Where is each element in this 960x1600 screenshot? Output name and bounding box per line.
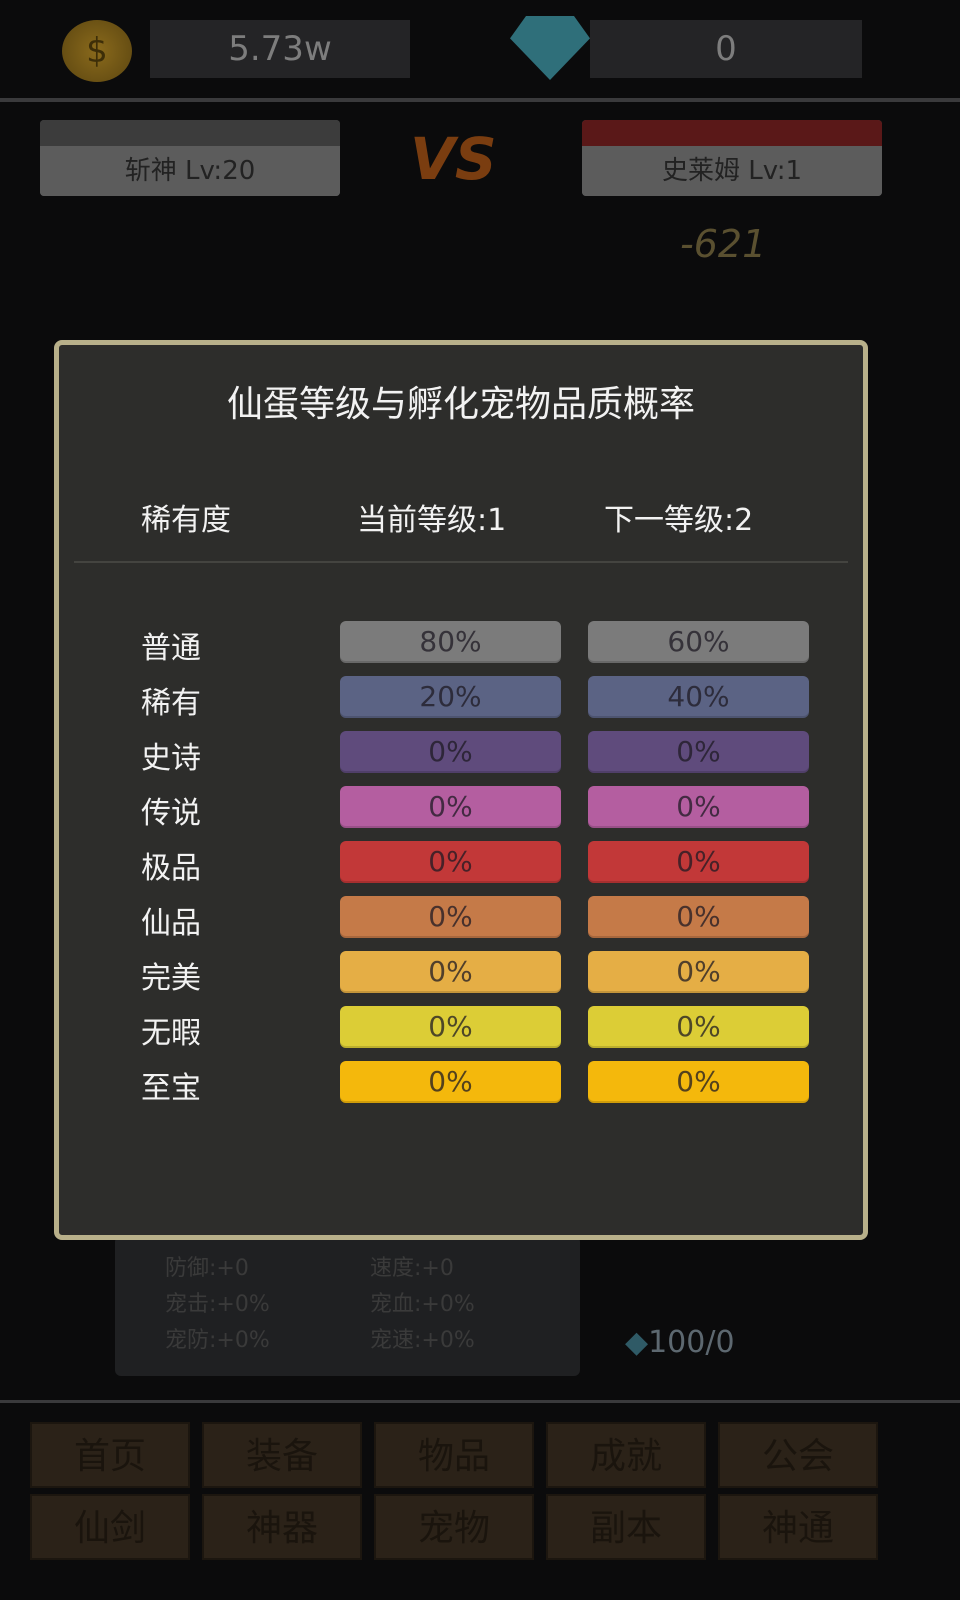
rarity-label: 稀有 [141,686,201,721]
rarity-label: 极品 [141,851,201,886]
stat: 宠速:+0% [370,1328,475,1353]
enemy-name: 史莱姆 Lv:1 [582,146,882,196]
nav-immortal-sword[interactable]: 仙剑 [30,1494,190,1560]
divider [74,561,848,563]
next-probability: 0% [588,896,809,938]
current-probability: 0% [340,1006,561,1048]
nav-artifact[interactable]: 神器 [202,1494,362,1560]
current-probability: 0% [340,786,561,828]
damage-number: -621 [680,222,767,266]
current-probability: 0% [340,951,561,993]
next-probability: 0% [588,731,809,773]
rarity-label: 传说 [141,796,201,831]
vs-label: VS [410,125,497,193]
rarity-label: 史诗 [141,741,201,776]
next-probability: 0% [588,786,809,828]
stat: 宠防:+0% [165,1328,270,1353]
rarity-row: 至宝 0% 0% [59,1061,863,1106]
gold-amount: 5.73w [150,20,410,78]
rarity-label: 普通 [141,631,201,666]
rarity-row: 无暇 0% 0% [59,1006,863,1051]
diamond-icon: ◆ [625,1325,649,1360]
divider [0,1400,960,1403]
next-probability: 0% [588,1006,809,1048]
stat: 宠击:+0% [165,1292,270,1317]
current-probability: 20% [340,676,561,718]
next-probability: 60% [588,621,809,663]
stat: 速度:+0 [370,1256,454,1281]
nav-powers[interactable]: 神通 [718,1494,878,1560]
header-rarity: 稀有度 [141,503,231,538]
header-current-level: 当前等级:1 [357,503,507,538]
rarity-row: 普通 80% 60% [59,621,863,666]
current-probability: 0% [340,731,561,773]
egg-probability-dialog[interactable]: 仙蛋等级与孵化宠物品质概率 稀有度 当前等级:1 下一等级:2 普通 80% 6… [54,340,868,1240]
dialog-title: 仙蛋等级与孵化宠物品质概率 [226,384,695,425]
nav-pets[interactable]: 宠物 [374,1494,534,1560]
rarity-row: 传说 0% 0% [59,786,863,831]
nav-achievements[interactable]: 成就 [546,1422,706,1488]
diamond-amount: 0 [590,20,862,78]
rarity-label: 仙品 [141,906,201,941]
stat: 防御:+0 [165,1256,249,1281]
rarity-row: 完美 0% 0% [59,951,863,996]
enemy-hp-bar [582,120,882,146]
next-probability: 40% [588,676,809,718]
stat: 宠血:+0% [370,1292,475,1317]
player-hp-bar [40,120,340,146]
pet-stats-panel: 防御:+0 速度:+0 宠击:+0% 宠血:+0% 宠防:+0% 宠速:+0% [115,1236,580,1376]
rarity-label: 至宝 [141,1071,201,1106]
enemy-panel: 史莱姆 Lv:1 [582,120,882,196]
header-next-level: 下一等级:2 [604,503,754,538]
current-probability: 0% [340,896,561,938]
next-probability: 0% [588,951,809,993]
divider [0,98,960,102]
egg-cost-value: 100/0 [648,1325,735,1360]
rarity-label: 完美 [141,961,201,996]
nav-items[interactable]: 物品 [374,1422,534,1488]
bottom-nav: 首页 装备 物品 成就 公会 仙剑 神器 宠物 副本 神通 [30,1422,878,1560]
nav-home[interactable]: 首页 [30,1422,190,1488]
rarity-row: 极品 0% 0% [59,841,863,886]
current-probability: 80% [340,621,561,663]
rarity-row: 史诗 0% 0% [59,731,863,776]
gold-coin-icon: $ [62,20,132,82]
player-name: 斩神 Lv:20 [40,146,340,196]
current-probability: 0% [340,1061,561,1103]
next-probability: 0% [588,1061,809,1103]
next-probability: 0% [588,841,809,883]
rarity-row: 稀有 20% 40% [59,676,863,721]
egg-cost: ◆100/0 [625,1325,735,1360]
diamond-icon [510,16,590,80]
nav-equipment[interactable]: 装备 [202,1422,362,1488]
player-panel: 斩神 Lv:20 [40,120,340,196]
rarity-label: 无暇 [141,1016,201,1051]
nav-dungeon[interactable]: 副本 [546,1494,706,1560]
rarity-row: 仙品 0% 0% [59,896,863,941]
current-probability: 0% [340,841,561,883]
nav-guild[interactable]: 公会 [718,1422,878,1488]
